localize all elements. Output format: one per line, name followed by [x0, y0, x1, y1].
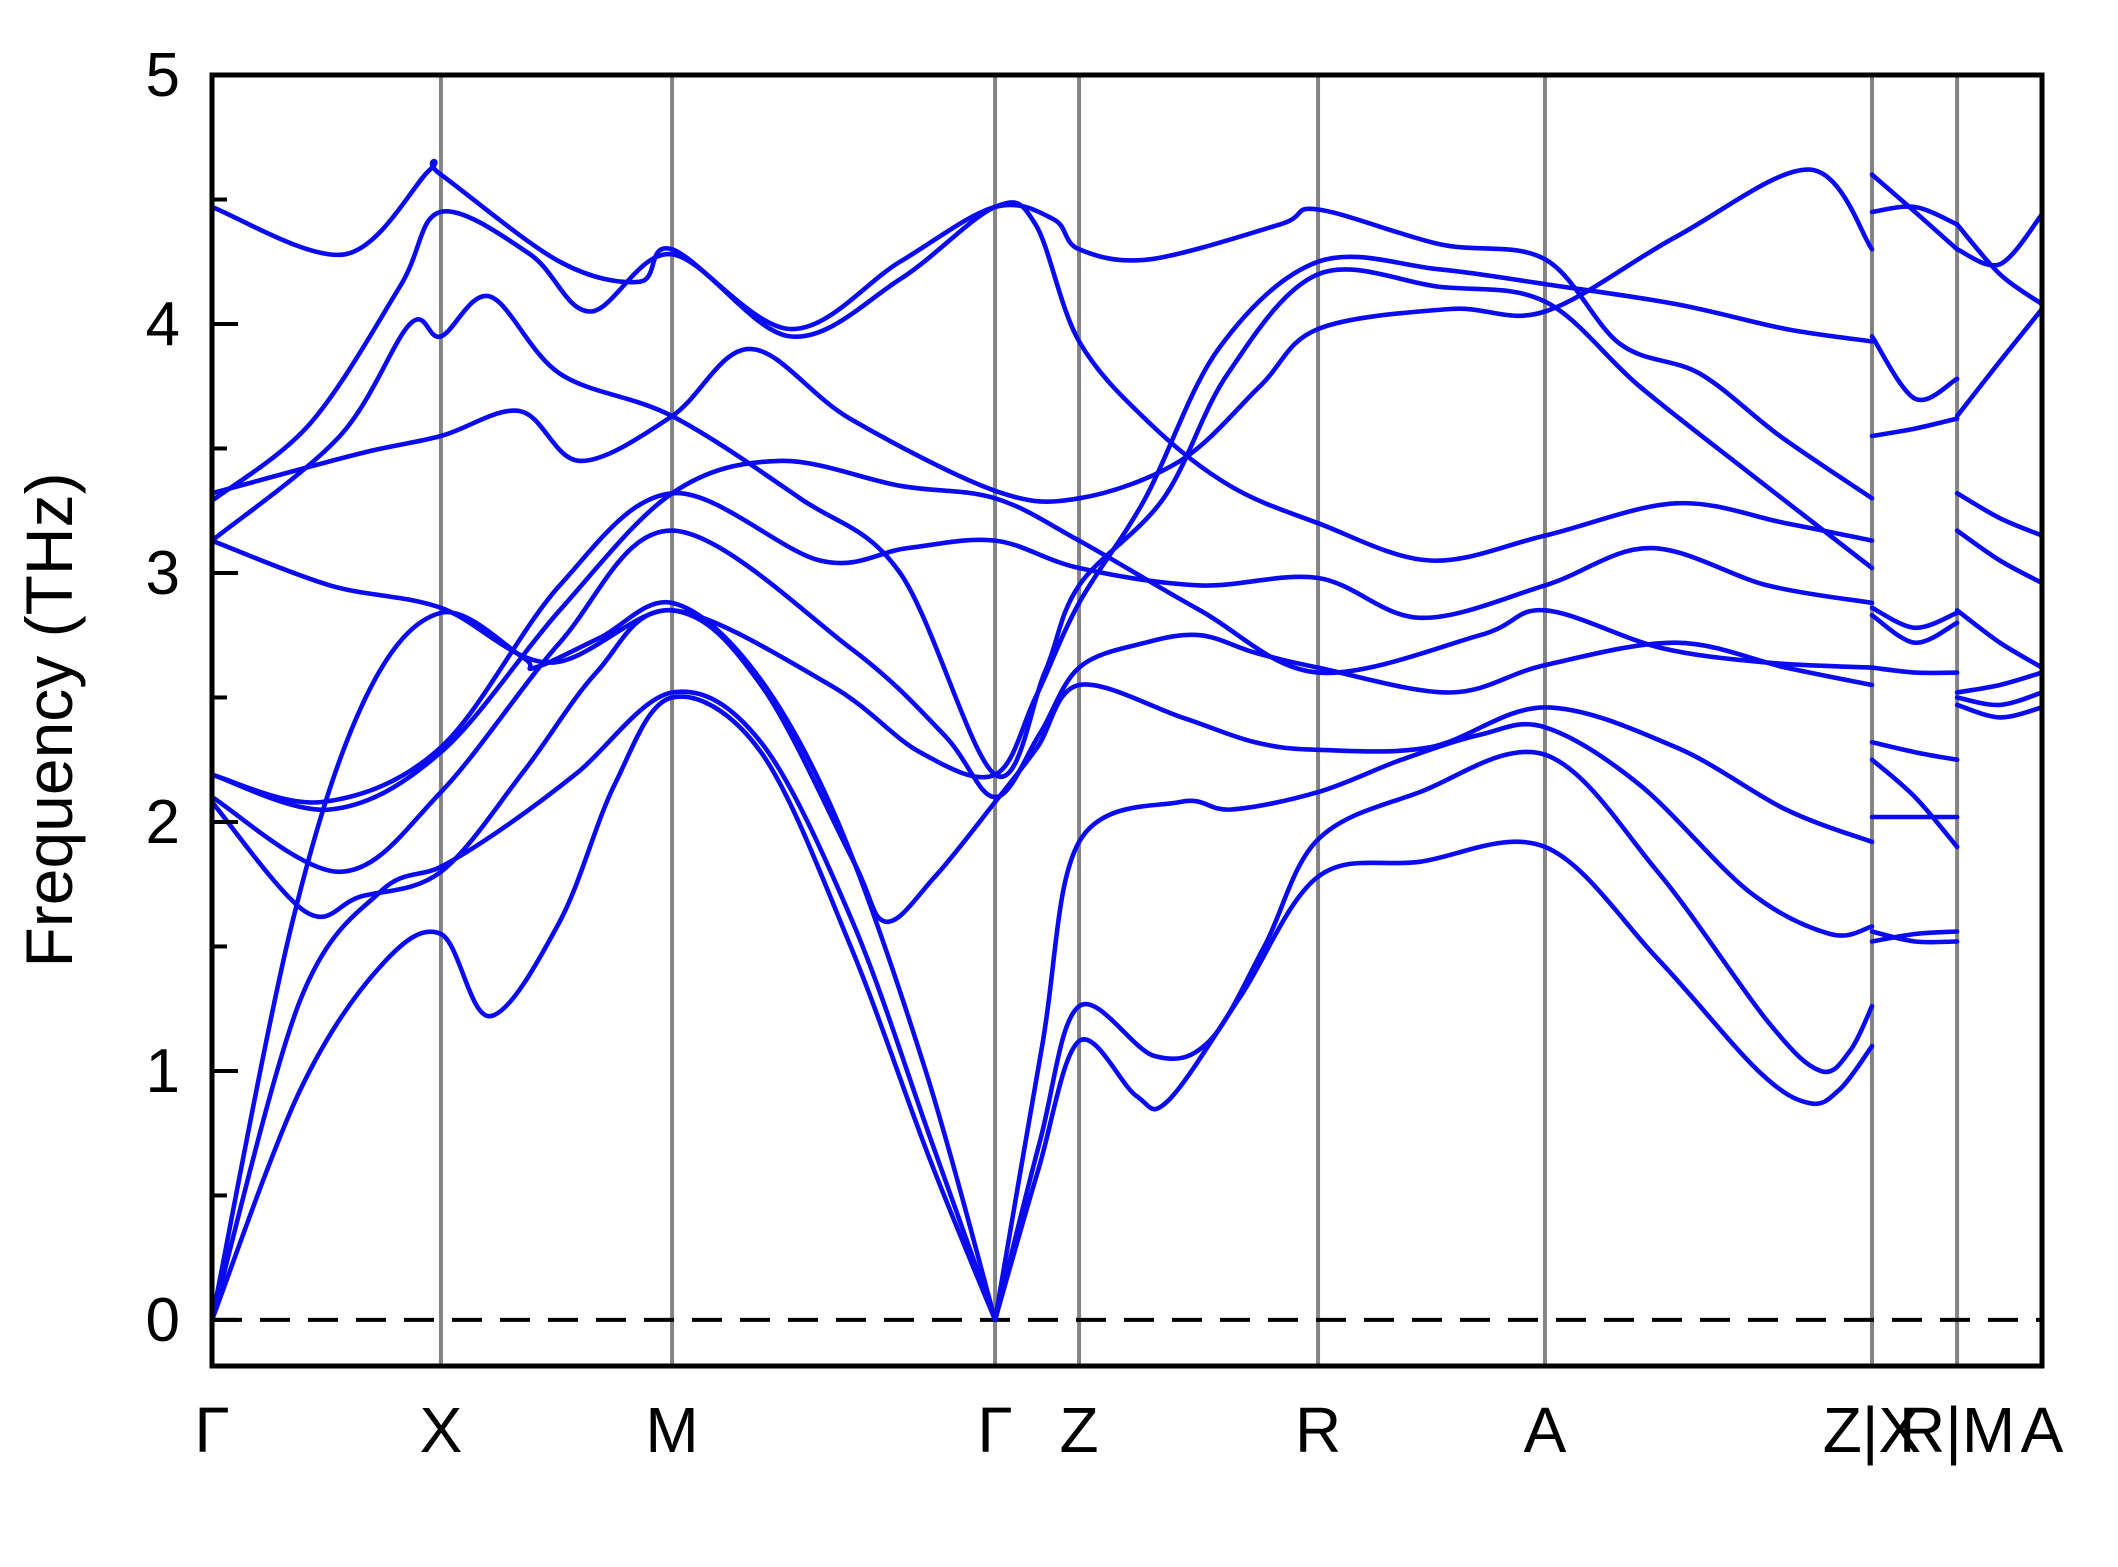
- y-axis-tick-labels: 0 1 2 3 4 5: [146, 41, 180, 1355]
- phonon-band: [212, 490, 1875, 805]
- phonon-band: [212, 538, 1875, 924]
- phonon-band: [1954, 212, 2042, 268]
- phonon-band: [1869, 929, 1960, 945]
- x-tick-label: Z: [1060, 1394, 1099, 1466]
- y-tick-label: 3: [146, 539, 180, 608]
- y-tick-label: 2: [146, 788, 180, 857]
- phonon-band: [212, 528, 1875, 875]
- phonon-band: [1869, 613, 1960, 645]
- phonon-band: [1954, 608, 2042, 670]
- y-tick-label: 5: [146, 41, 180, 110]
- phonon-band: [1869, 204, 1960, 227]
- x-tick-label: R: [1295, 1394, 1341, 1466]
- phonon-band: [1954, 702, 2042, 720]
- axes-frame: [209, 72, 2045, 1369]
- phonon-band: [1954, 491, 2042, 538]
- x-tick-label: Z|X: [1823, 1394, 1921, 1466]
- phonon-band: [1954, 222, 2042, 307]
- phonon-band: [212, 267, 1875, 779]
- gridlines: [438, 75, 1960, 1366]
- phonon-band: [1954, 690, 2042, 708]
- phonon-band: [1869, 757, 1960, 850]
- x-tick-label: R|M: [1899, 1394, 2015, 1466]
- phonon-band: [212, 599, 1875, 1323]
- phonon-band: [1869, 334, 1960, 403]
- phonon-band: [212, 167, 1875, 504]
- phonon-band: [1954, 528, 2042, 586]
- y-axis-label: Frequency (THz): [12, 472, 86, 967]
- x-axis-kpoint-labels: Γ X M Γ Z R A Z|XR|M A: [194, 1394, 2063, 1466]
- y-tick-label: 1: [146, 1037, 180, 1106]
- phonon-band: [1869, 665, 1960, 676]
- x-tick-label: A: [2021, 1394, 2064, 1466]
- phonon-band: [1869, 172, 1960, 252]
- phonon-band: [1869, 605, 1960, 631]
- phonon-band: [212, 689, 1875, 1323]
- y-tick-label: 0: [146, 1286, 180, 1355]
- phonon-band: [1869, 740, 1960, 762]
- y-axis-ticks: [212, 73, 238, 1322]
- phonon-band: [212, 254, 1875, 920]
- x-tick-label: X: [420, 1394, 463, 1466]
- x-tick-label: A: [1524, 1394, 1567, 1466]
- x-tick-label: Γ: [194, 1394, 229, 1466]
- plot-frame: [209, 72, 2045, 1369]
- phonon-band: [212, 158, 1875, 501]
- phonon-band: [1954, 306, 2042, 419]
- y-tick-label: 4: [146, 290, 180, 359]
- phonon-band: [212, 200, 1875, 563]
- phonon-band: [212, 458, 1875, 813]
- x-tick-label: Γ: [977, 1394, 1012, 1466]
- phonon-band: [1954, 670, 2042, 695]
- phonon-band: [1869, 929, 1960, 944]
- x-tick-label: M: [645, 1394, 698, 1466]
- phonon-bands: [212, 158, 2042, 1323]
- phonon-band: [212, 694, 1875, 1323]
- phonon-band: [1869, 416, 1960, 439]
